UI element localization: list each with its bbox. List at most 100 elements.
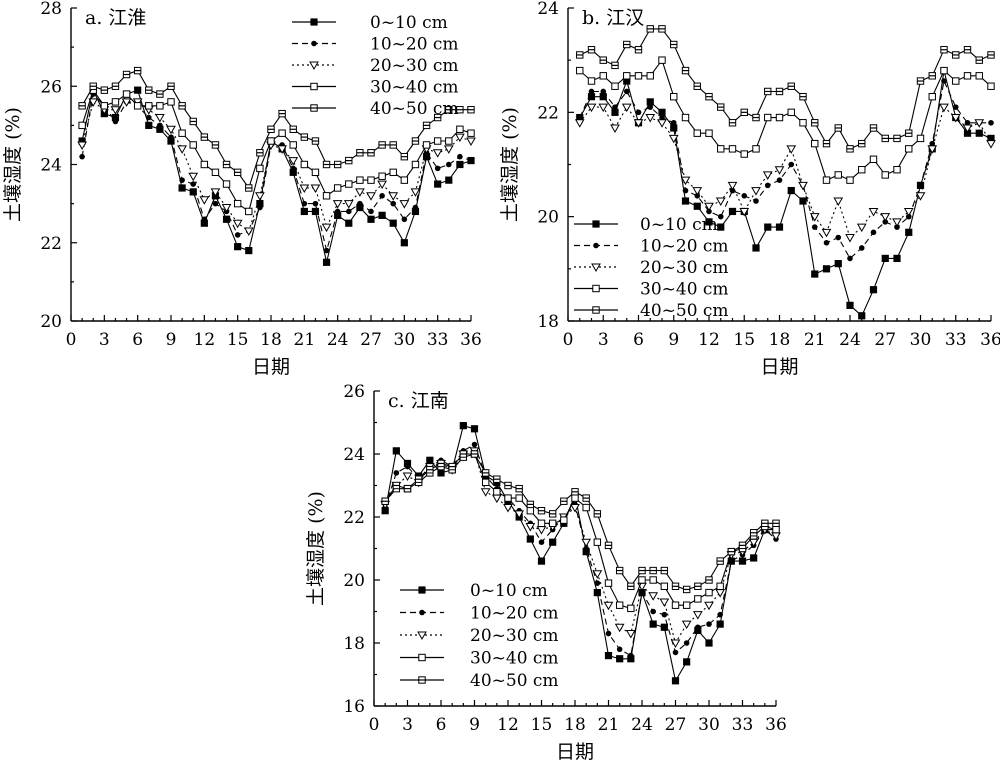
data-point (941, 78, 947, 84)
data-point (738, 557, 747, 565)
x-tick-label: 24 (631, 715, 653, 735)
data-point (571, 494, 579, 502)
x-tick-label: 24 (327, 330, 349, 350)
data-point (692, 187, 703, 196)
data-point (145, 114, 152, 121)
data-point (893, 166, 901, 174)
data-point (751, 187, 761, 196)
data-point (199, 196, 210, 205)
data-point (905, 145, 913, 153)
data-point (706, 208, 712, 215)
data-point (987, 82, 995, 90)
data-point (493, 488, 501, 496)
data-point (243, 227, 254, 237)
data-point (600, 88, 607, 95)
data-point (321, 223, 332, 233)
data-point (683, 658, 691, 666)
data-point (583, 545, 589, 552)
y-tick-label: 26 (40, 77, 62, 97)
legend-marker (310, 18, 318, 26)
data-point (628, 652, 634, 659)
data-point (704, 601, 714, 611)
data-point (211, 168, 220, 177)
data-point (833, 197, 844, 207)
data-point (345, 208, 352, 215)
data-point (927, 145, 938, 154)
data-point (821, 228, 832, 238)
data-point (433, 137, 442, 145)
legend-label: 30~40 cm (640, 280, 729, 300)
data-point (774, 166, 785, 175)
x-tick-label: 9 (166, 330, 177, 350)
y-tick-label: 20 (40, 312, 62, 332)
data-point (603, 601, 614, 611)
data-point (798, 181, 808, 191)
data-point (156, 102, 164, 110)
data-point (869, 286, 878, 294)
data-point (145, 102, 153, 110)
y-tick-label: 16 (343, 697, 365, 717)
data-point (100, 102, 109, 110)
data-point (323, 247, 330, 254)
data-point (762, 171, 773, 180)
y-tick-label: 24 (40, 156, 62, 176)
x-tick-label: 12 (698, 330, 720, 350)
data-point (717, 213, 724, 220)
data-point (764, 223, 772, 231)
data-point (811, 139, 819, 148)
data-point (422, 141, 431, 149)
data-point (975, 129, 983, 137)
data-point (471, 441, 478, 448)
data-point (311, 168, 320, 177)
data-point (903, 207, 914, 217)
data-point (668, 134, 679, 144)
data-point (301, 200, 308, 207)
y-tick-label: 24 (343, 445, 365, 465)
data-point (752, 244, 760, 252)
data-point (233, 199, 242, 208)
x-tick-label: 21 (804, 330, 826, 350)
data-point (455, 133, 465, 143)
y-axis-title: 土壤湿度 (%) (499, 107, 521, 222)
data-point (705, 218, 713, 226)
data-point (716, 582, 724, 590)
data-point (834, 260, 842, 268)
legend-label: 20~30 cm (470, 626, 559, 646)
x-tick-label: 27 (360, 330, 382, 350)
data-point (525, 522, 536, 532)
data-point (716, 620, 724, 628)
data-point (581, 538, 592, 548)
data-point (388, 192, 399, 201)
x-tick-label: 9 (469, 715, 480, 735)
data-point (122, 90, 131, 98)
data-point (670, 639, 681, 649)
y-tick-label: 22 (40, 234, 62, 254)
data-point (277, 145, 287, 154)
data-point (178, 184, 186, 192)
data-point (604, 652, 613, 660)
legend-marker (592, 220, 600, 228)
legend-marker (593, 242, 599, 249)
data-point (787, 186, 795, 195)
data-point (245, 246, 253, 255)
y-tick-label: 24 (537, 0, 559, 19)
data-point (670, 92, 678, 101)
data-point (952, 77, 960, 85)
data-point (222, 180, 231, 188)
data-point (234, 243, 242, 251)
data-point (671, 677, 680, 685)
data-point (623, 72, 631, 80)
data-point (256, 164, 264, 173)
legend-label: 0~10 cm (470, 581, 548, 601)
data-point (538, 539, 545, 545)
legend-label: 10~20 cm (370, 35, 459, 55)
x-axis-title: 日期 (252, 356, 290, 378)
data-point (377, 180, 387, 190)
data-point (389, 168, 397, 177)
data-point (845, 234, 855, 243)
data-point (681, 620, 692, 630)
data-point (645, 114, 656, 123)
data-point (660, 623, 668, 631)
